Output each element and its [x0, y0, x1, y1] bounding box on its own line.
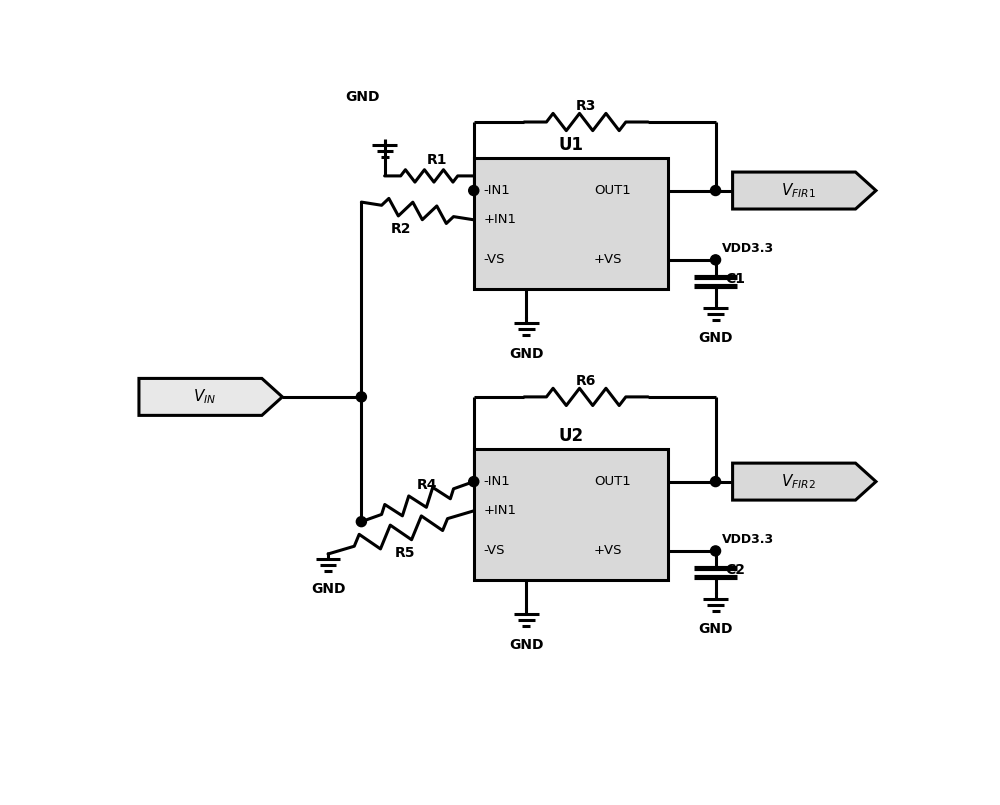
Text: $V_{IN}$: $V_{IN}$ — [193, 387, 216, 407]
Polygon shape — [733, 463, 876, 500]
Text: GND: GND — [346, 89, 380, 104]
Text: VDD3.3: VDD3.3 — [722, 242, 774, 255]
Text: OUT1: OUT1 — [594, 475, 631, 488]
Text: OUT1: OUT1 — [594, 184, 631, 197]
Text: R1: R1 — [427, 153, 447, 167]
Text: R6: R6 — [576, 374, 596, 388]
Text: R3: R3 — [576, 99, 596, 113]
Text: GND: GND — [311, 582, 345, 597]
Text: $V_{FIR1}$: $V_{FIR1}$ — [781, 181, 815, 200]
Circle shape — [711, 546, 721, 556]
Text: +VS: +VS — [594, 254, 622, 266]
Text: -VS: -VS — [484, 544, 505, 557]
Bar — [474, 449, 668, 580]
Text: C2: C2 — [725, 564, 745, 577]
Text: GND: GND — [509, 347, 544, 361]
Polygon shape — [139, 378, 282, 415]
Polygon shape — [733, 172, 876, 209]
Bar — [474, 159, 668, 289]
Text: U1: U1 — [558, 135, 583, 154]
Circle shape — [711, 255, 721, 265]
Text: -VS: -VS — [484, 254, 505, 266]
Text: -IN1: -IN1 — [484, 184, 511, 197]
Text: GND: GND — [509, 638, 544, 652]
Circle shape — [711, 185, 721, 196]
Circle shape — [356, 392, 366, 402]
Text: U2: U2 — [558, 427, 583, 444]
Text: C1: C1 — [725, 272, 745, 286]
Text: $V_{FIR2}$: $V_{FIR2}$ — [781, 473, 815, 491]
Circle shape — [469, 477, 479, 486]
Text: GND: GND — [698, 332, 733, 345]
Text: +IN1: +IN1 — [484, 505, 517, 518]
Text: +IN1: +IN1 — [484, 213, 517, 226]
Text: R5: R5 — [395, 547, 415, 560]
Text: VDD3.3: VDD3.3 — [722, 533, 774, 547]
Text: GND: GND — [698, 622, 733, 637]
Circle shape — [469, 185, 479, 196]
Circle shape — [356, 517, 366, 526]
Text: +VS: +VS — [594, 544, 622, 557]
Text: R4: R4 — [417, 478, 437, 493]
Circle shape — [711, 477, 721, 486]
Text: R2: R2 — [390, 222, 411, 237]
Text: -IN1: -IN1 — [484, 475, 511, 488]
